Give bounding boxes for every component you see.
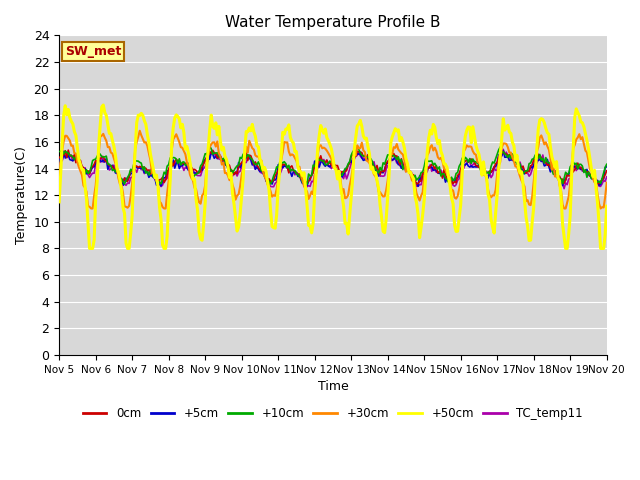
Y-axis label: Temperature(C): Temperature(C): [15, 146, 28, 244]
Text: SW_met: SW_met: [65, 45, 121, 58]
X-axis label: Time: Time: [317, 380, 348, 393]
Legend: 0cm, +5cm, +10cm, +30cm, +50cm, TC_temp11: 0cm, +5cm, +10cm, +30cm, +50cm, TC_temp1…: [78, 402, 588, 425]
Title: Water Temperature Profile B: Water Temperature Profile B: [225, 15, 441, 30]
